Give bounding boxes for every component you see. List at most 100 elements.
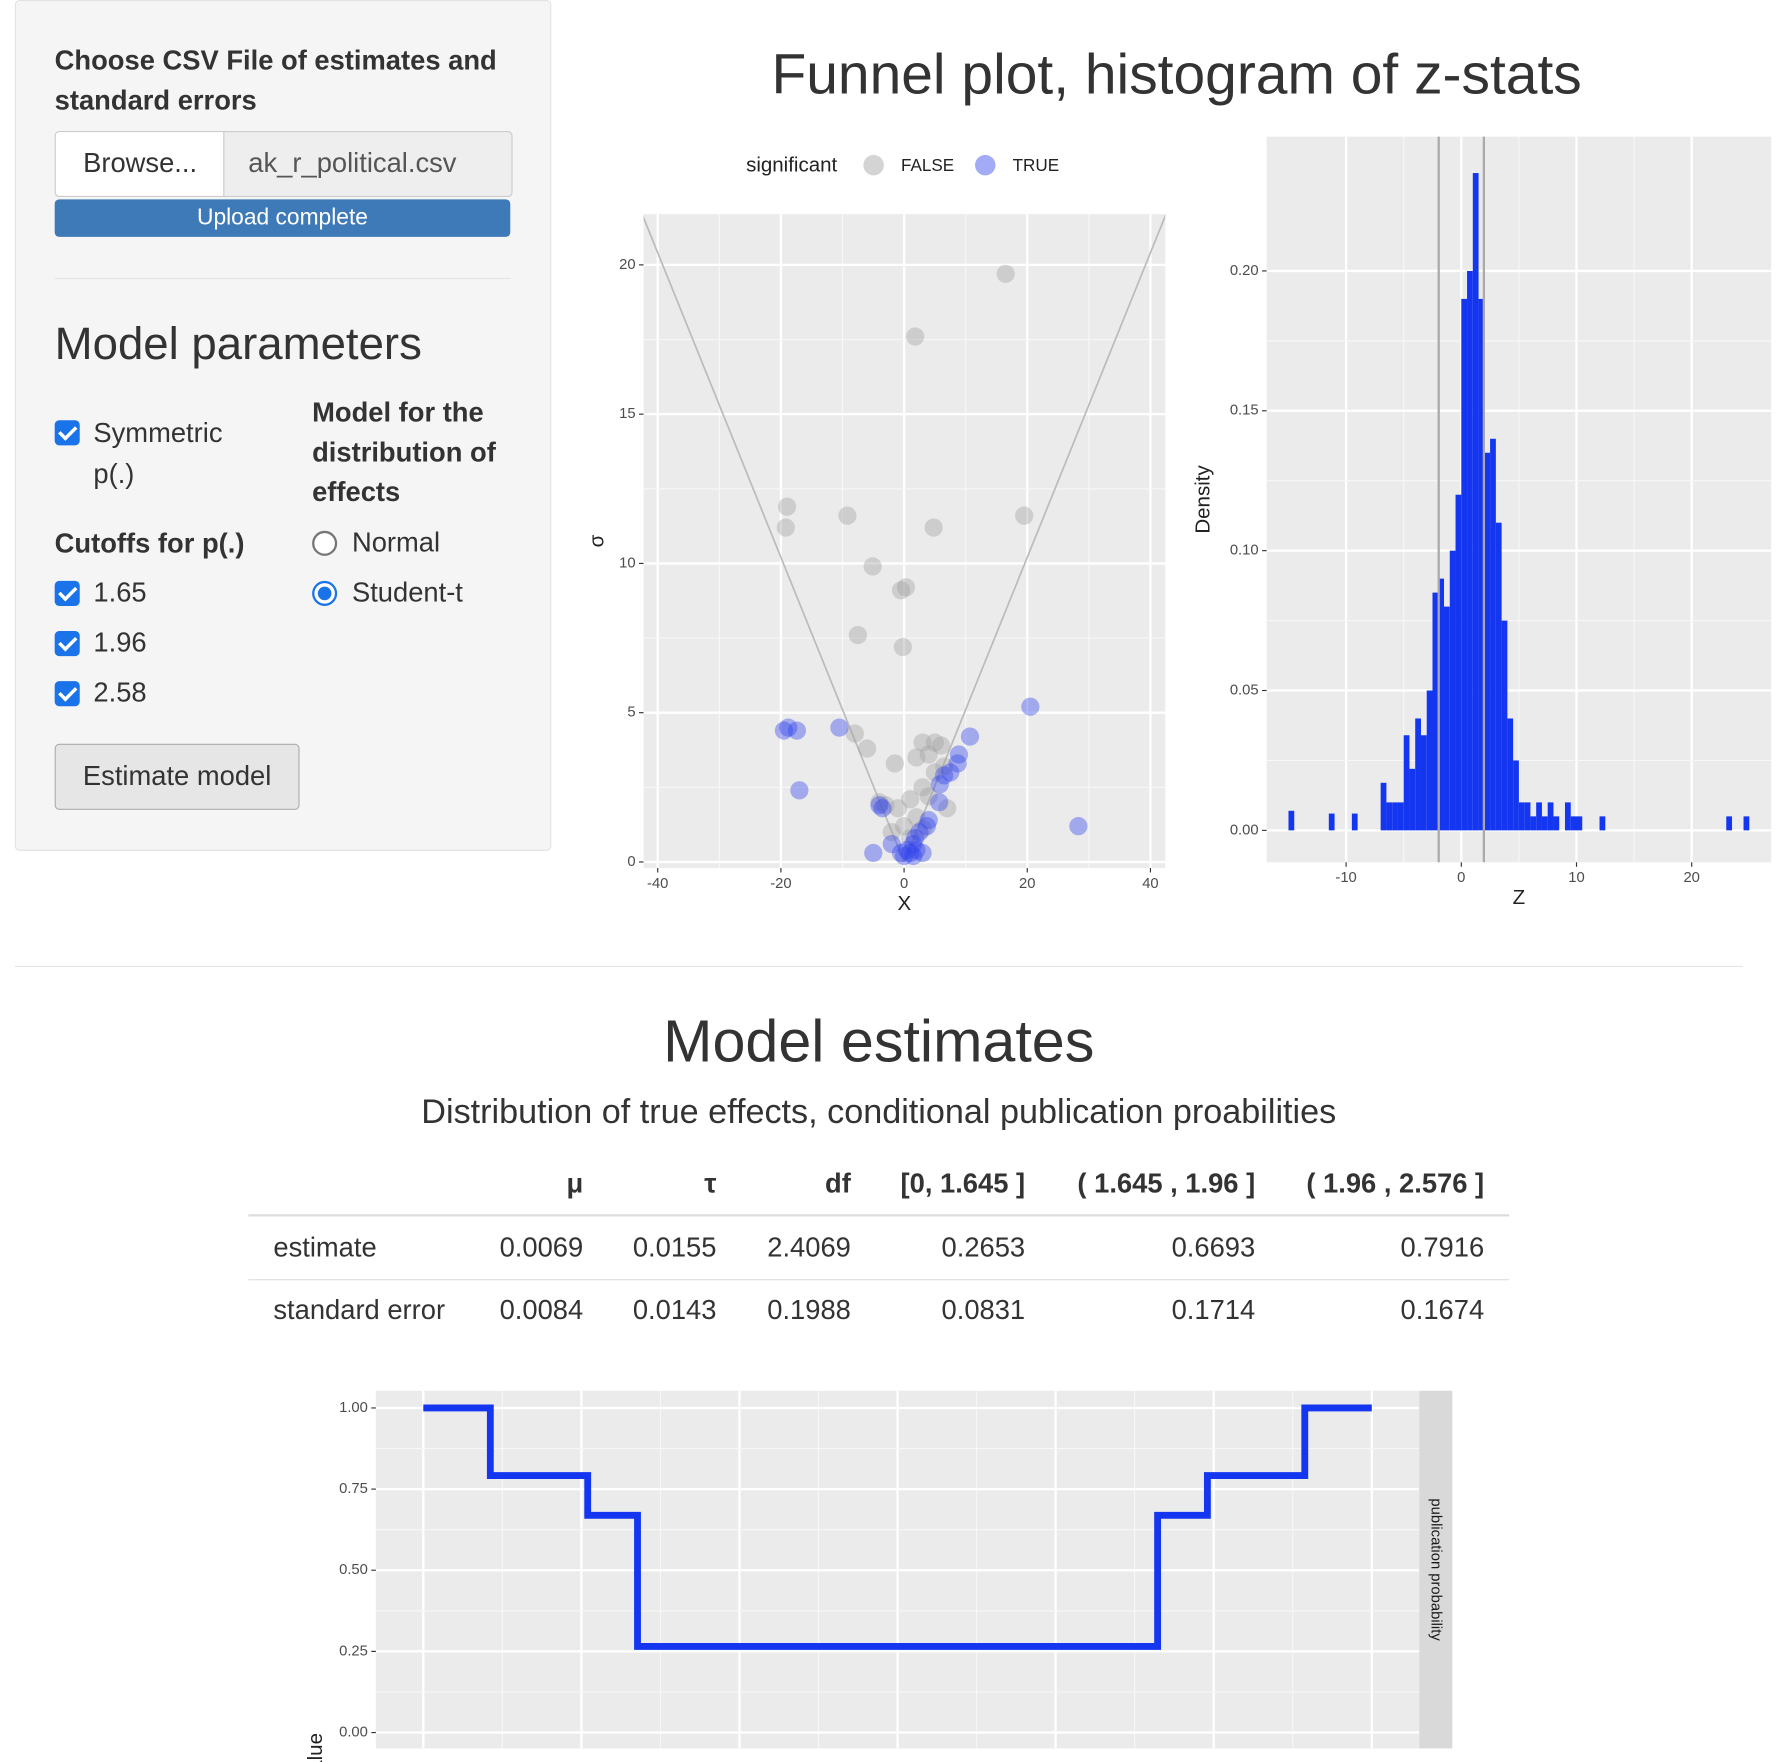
x-axis-title: Z	[1513, 886, 1526, 909]
scatter-point	[919, 745, 938, 764]
legend-label: FALSE	[901, 156, 954, 175]
hist-bar	[1726, 816, 1733, 831]
y-tick-label: 5	[627, 705, 635, 721]
checkbox[interactable]	[54, 631, 80, 657]
plot-panel	[1266, 136, 1772, 863]
row-label: estimate	[273, 1232, 377, 1264]
scatter-point	[913, 820, 932, 839]
scatter-point	[906, 828, 925, 848]
scatter-point	[919, 787, 938, 806]
scatter-point	[870, 796, 889, 815]
scatter-point	[941, 763, 960, 782]
x-tick-label: 0	[1457, 870, 1465, 886]
table-cell: 2.4069	[767, 1232, 851, 1264]
scatter-point	[913, 843, 932, 863]
scatter-point	[896, 578, 916, 597]
x-tick-label: -10	[1335, 870, 1356, 886]
column-header: μ	[566, 1168, 584, 1200]
column-header: [0, 1.645 ]	[900, 1168, 1026, 1200]
scatter-point	[913, 778, 932, 797]
scatter-point	[1015, 506, 1034, 525]
scatter-point	[925, 763, 944, 782]
scatter-point	[931, 736, 951, 755]
radio[interactable]	[312, 530, 338, 556]
hist-bar	[1564, 802, 1571, 831]
hist-bar	[1599, 816, 1606, 831]
column-header: ( 1.96 , 2.576 ]	[1306, 1168, 1485, 1200]
facet-strip	[1419, 1390, 1453, 1749]
y-tick-label: 0.10	[1230, 543, 1259, 559]
y-tick-label: 0.20	[1230, 263, 1259, 279]
y-tick-label: 0	[627, 854, 635, 870]
table-cell: 0.0069	[499, 1232, 584, 1264]
scatter-point	[858, 739, 877, 758]
radio[interactable]	[312, 580, 338, 606]
checkbox[interactable]	[54, 420, 80, 446]
plots-title: Funnel plot, histogram of z-stats	[771, 42, 1582, 106]
file-name: ak_r_political.csv	[223, 130, 513, 198]
scatter-point	[882, 834, 901, 854]
legend-title: significant	[746, 154, 837, 177]
y-tick-label: 0.00	[339, 1724, 368, 1740]
table-cell: 0.6693	[1171, 1232, 1256, 1264]
scatter-point	[776, 518, 795, 537]
y-tick-label: 0.05	[1230, 682, 1259, 698]
scatter-point	[925, 733, 944, 752]
y-tick-label: 1.00	[339, 1400, 368, 1416]
cutoff-label: 1.96	[93, 627, 147, 659]
plot-panel	[643, 214, 1166, 868]
x-tick-label: 20	[1019, 876, 1035, 892]
scatter-point	[906, 327, 925, 346]
hist-bar	[1536, 802, 1542, 831]
radio-label: Normal	[351, 527, 441, 559]
hist-bar	[1490, 438, 1496, 831]
scatter-point	[863, 557, 882, 576]
scatter-point	[901, 828, 920, 848]
scatter-point	[917, 817, 936, 836]
scatter-point	[894, 817, 914, 836]
scatter-point	[1069, 817, 1088, 836]
hist-bar	[1432, 592, 1439, 831]
scatter-point	[848, 625, 868, 645]
check-mark	[58, 421, 78, 441]
y-axis-title: value	[304, 1733, 327, 1762]
upload-status: Upload complete	[54, 199, 511, 237]
hist-bar	[1478, 298, 1485, 831]
table-rule	[248, 1279, 1510, 1281]
scatter-point	[774, 721, 794, 740]
cutoffs-title: Cutoffs for p(.)	[54, 528, 245, 560]
legend-key	[975, 154, 996, 176]
hist-bar	[1472, 173, 1479, 831]
table-cell: 0.0831	[941, 1295, 1026, 1326]
hist-bar	[1461, 298, 1468, 831]
scatter-point	[904, 834, 923, 854]
scatter-point	[901, 843, 920, 863]
hist-bar	[1467, 270, 1473, 831]
hist-bar	[1524, 802, 1531, 831]
scatter-point	[996, 264, 1015, 283]
estimate-button[interactable]: Estimate model	[54, 743, 300, 810]
table-cell: 0.2653	[941, 1232, 1026, 1264]
hist-bar	[1415, 718, 1421, 831]
scatter-point	[901, 790, 920, 809]
divider	[54, 277, 511, 280]
scatter-point	[938, 799, 957, 818]
hist-bar	[1743, 816, 1750, 831]
browse-button[interactable]: Browse...	[54, 130, 226, 198]
symmetric-label: Symmetric p(.)	[93, 418, 223, 490]
hist-bar	[1386, 802, 1393, 831]
check-mark	[58, 632, 78, 652]
table-rule	[248, 1214, 1510, 1217]
checkbox[interactable]	[54, 580, 80, 606]
y-axis-title: Density	[1191, 465, 1214, 534]
scatter-point	[777, 497, 797, 516]
hist-bar	[1288, 810, 1295, 831]
checkbox[interactable]	[54, 681, 80, 707]
hist-bar	[1576, 816, 1583, 831]
legend-label: TRUE	[1013, 156, 1060, 175]
scatter-point	[830, 718, 849, 737]
hist-bar	[1328, 813, 1335, 831]
divider	[14, 965, 1743, 968]
scatter-point	[894, 846, 914, 866]
